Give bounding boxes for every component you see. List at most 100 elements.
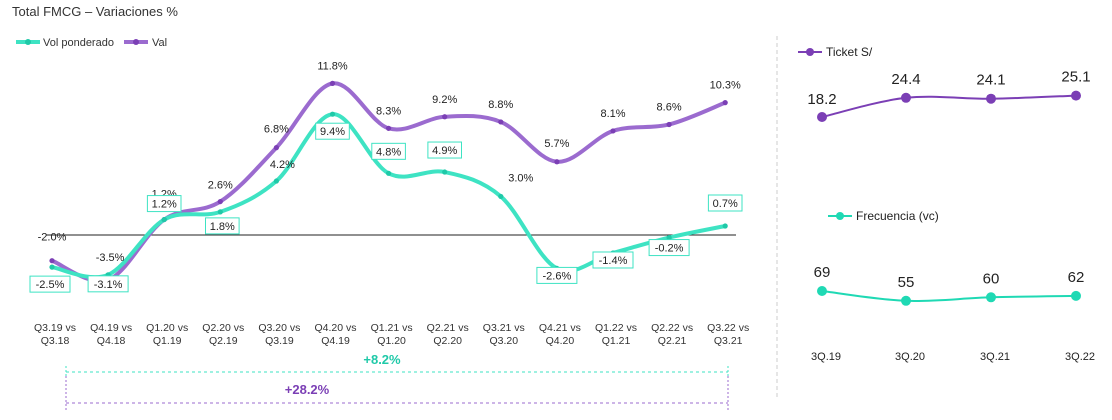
data-label-vol-10: -1.4% (599, 255, 628, 267)
point-val-8 (498, 119, 504, 125)
data-label-box-vol-10 (592, 251, 634, 269)
frecuencia-point-1 (901, 295, 911, 306)
x-tick-label-9: Q4.21 vs (539, 322, 581, 334)
bracket-val-label: +28.2% (285, 382, 330, 397)
point-val-10 (610, 128, 616, 134)
ticket-point-3 (1071, 90, 1081, 101)
ticket-point-2 (986, 93, 996, 104)
point-val-5 (329, 80, 336, 86)
frecuencia-label-2: 60 (983, 270, 1000, 287)
data-label-vol-6: 4.8% (376, 146, 401, 158)
x-tick-label-10: Q1.22 vs (595, 322, 637, 334)
point-vol-4 (273, 178, 279, 184)
right-x-tick-1: 3Q.20 (895, 351, 925, 363)
point-vol-12 (722, 223, 728, 229)
x-tick-label-6-b: Q1.20 (377, 335, 406, 347)
x-tick-label-4: Q3.20 vs (258, 322, 300, 334)
x-tick-label-7: Q2.21 vs (427, 322, 469, 334)
data-label-val-1: -3.5% (96, 252, 125, 264)
x-tick-label-3: Q2.20 vs (202, 322, 244, 334)
data-label-vol-8: 3.0% (508, 172, 533, 184)
point-val-3 (217, 198, 223, 205)
x-tick-label-1-b: Q4.18 (97, 335, 126, 347)
data-label-box-vol-11 (648, 239, 690, 257)
x-tick-label-11-b: Q2.21 (658, 335, 687, 347)
ticket-label-3: 25.1 (1061, 69, 1090, 86)
data-label-val-5: 11.8% (317, 60, 348, 72)
data-label-box-vol-6 (371, 142, 406, 160)
data-label-val-0: -2.0% (38, 232, 67, 244)
point-val-11 (666, 121, 672, 128)
data-label-box-vol-9 (536, 266, 578, 284)
x-tick-label-12: Q3.22 vs (707, 322, 749, 334)
frecuencia-point-3 (1071, 290, 1081, 301)
data-label-vol-1: -3.1% (94, 279, 123, 291)
x-tick-label-11: Q2.22 vs (651, 322, 693, 334)
frecuencia-point-2 (986, 292, 996, 303)
data-label-val-10: 8.1% (600, 108, 625, 120)
bracket-vol-label: +8.2% (363, 352, 401, 367)
bracket-vol: +8.2% (65, 352, 729, 378)
point-vol-0 (49, 264, 55, 270)
frecuencia-point-0 (817, 286, 827, 296)
data-label-box-vol-7 (427, 141, 462, 159)
data-label-val-3: 2.6% (208, 180, 233, 192)
data-label-vol-2: 1.2% (152, 199, 177, 211)
x-tick-label-3-b: Q2.19 (209, 335, 238, 347)
ticket-line (821, 94, 1077, 118)
frecuencia-label-0: 69 (814, 264, 831, 281)
x-tick-label-6: Q1.21 vs (371, 322, 413, 334)
legend-ticket: Ticket S/ (798, 45, 873, 59)
ticket-label-0: 18.2 (807, 91, 836, 108)
point-val-6 (386, 125, 392, 131)
x-tick-label-8-b: Q3.20 (489, 335, 518, 347)
legend-ticket-label: Ticket S/ (826, 45, 873, 59)
legend-label-val: Val (152, 37, 167, 49)
x-tick-label-12-b: Q3.21 (714, 335, 743, 347)
data-label-vol-11: -0.2% (655, 243, 684, 255)
point-vol-11 (666, 234, 672, 241)
point-vol-3 (217, 209, 223, 215)
x-tick-label-9-b: Q4.20 (546, 335, 575, 347)
x-tick-label-5: Q4.20 vs (314, 322, 356, 334)
point-vol-5 (329, 111, 336, 117)
x-tick-label-2: Q1.20 vs (146, 322, 188, 334)
x-tick-label-5-b: Q4.19 (321, 335, 350, 347)
data-label-vol-7: 4.9% (432, 145, 457, 157)
right-x-tick-3: 3Q.22 (1065, 351, 1095, 363)
data-label-vol-0: -2.5% (36, 279, 65, 291)
point-val-9 (554, 159, 560, 165)
point-vol-2 (161, 216, 167, 223)
point-vol-7 (442, 169, 448, 175)
legend-frecuencia-label: Frecuencia (vc) (856, 209, 939, 223)
x-tick-label-2-b: Q1.19 (153, 335, 182, 347)
data-label-val-4: 6.8% (264, 124, 289, 136)
ticket-point-0 (817, 112, 827, 122)
chart-title: Total FMCG – Variaciones % (12, 4, 178, 19)
ticket-label-2: 24.1 (976, 72, 1005, 89)
bracket-val: +28.2% (65, 376, 729, 410)
x-tick-label-1: Q4.19 vs (90, 322, 132, 334)
legend-frecuencia: Frecuencia (vc) (828, 209, 939, 223)
legend: Vol ponderado Val (16, 37, 167, 49)
data-label-vol-9: -2.6% (543, 270, 572, 282)
data-label-val-6: 8.3% (376, 105, 401, 117)
frecuencia-label-1: 55 (898, 274, 915, 291)
legend-marker-val (133, 39, 139, 45)
point-val-4 (273, 145, 279, 151)
frecuencia-line (821, 290, 1077, 302)
point-val-0 (49, 258, 55, 264)
data-label-box-vol-1 (87, 275, 129, 293)
data-label-vol-12: 0.7% (713, 198, 738, 210)
point-vol-6 (386, 170, 392, 176)
data-label-box-vol-3 (205, 217, 240, 235)
data-label-vol-3: 1.8% (210, 221, 235, 233)
data-label-box-vol-0 (29, 275, 71, 293)
x-tick-label-10-b: Q1.21 (602, 335, 631, 347)
data-label-box-vol-12 (707, 194, 743, 212)
frecuencia-label-3: 62 (1068, 269, 1085, 286)
point-vol-8 (498, 193, 504, 200)
legend-label-vol: Vol ponderado (43, 37, 114, 49)
right-x-tick-0: 3Q.19 (811, 351, 841, 363)
